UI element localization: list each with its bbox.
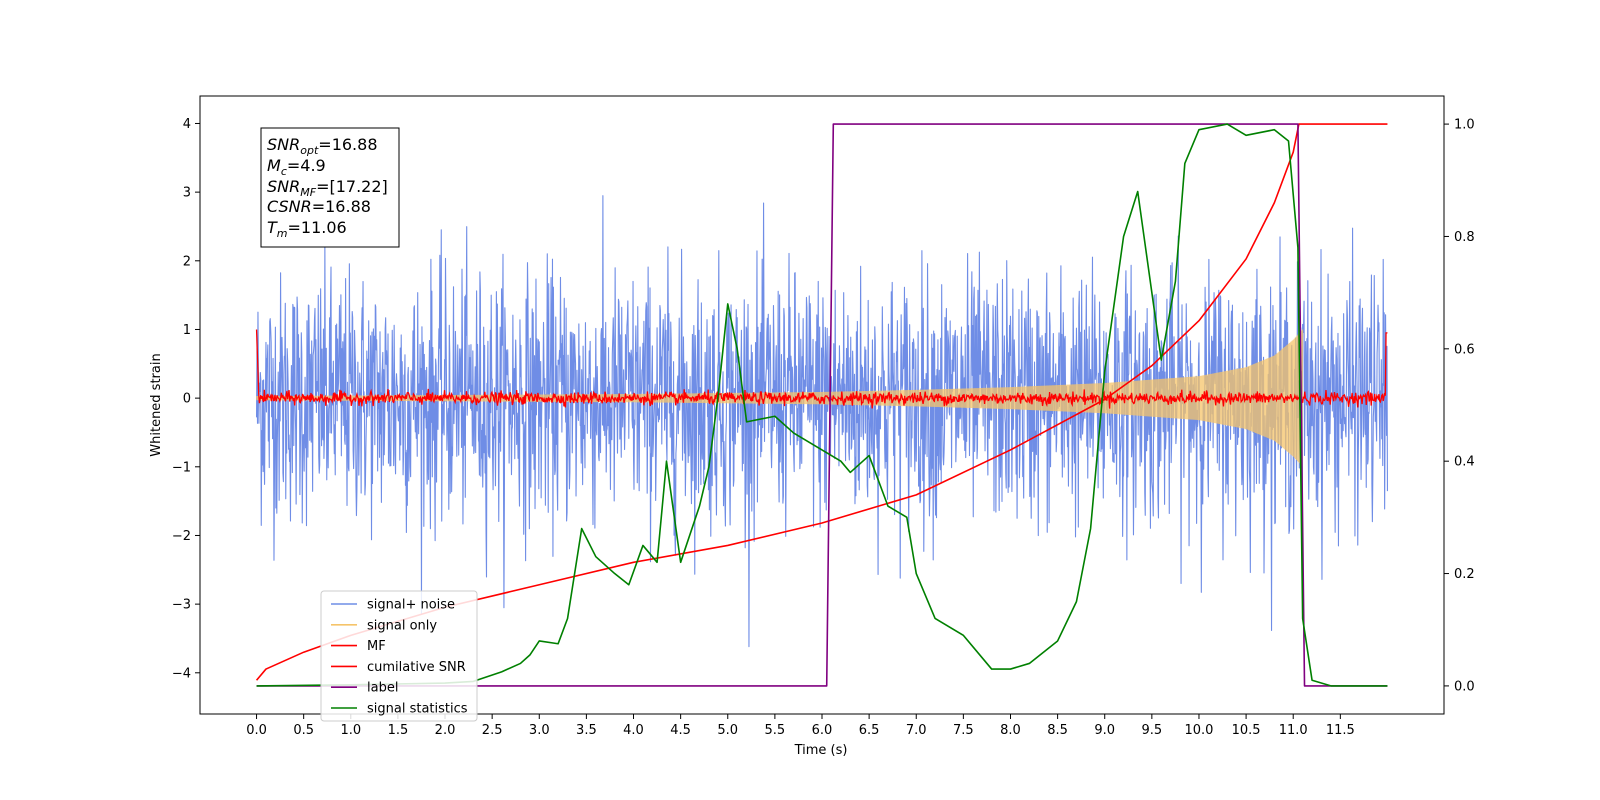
y-tick-label: −1 [172,460,191,475]
x-tick-label: 9.0 [1094,723,1115,738]
legend-entry-cumilative-snr: cumilative SNR [331,660,466,675]
y-axis-left: 4 3 2 1 0 −1 −2 −3 −4 [172,117,200,681]
x-tick-label: 11.0 [1279,723,1308,738]
y2-tick-label: 1.0 [1454,118,1475,133]
x-tick-label: 5.0 [717,723,738,738]
x-tick-label: 4.0 [623,723,644,738]
x-tick-label: 2.0 [435,723,456,738]
annotation-csnr: CSNR=16.88 [267,197,371,216]
y-tick-label: −2 [172,529,191,544]
legend-entry-label: label [331,681,398,696]
x-tick-label: 5.5 [765,723,786,738]
legend-label: cumilative SNR [367,660,466,675]
x-axis-label: Time (s) [794,743,848,758]
x-tick-label: 8.5 [1047,723,1068,738]
x-tick-label: 1.0 [340,723,361,738]
y-tick-label: −3 [172,598,191,613]
y-tick-label: 1 [183,323,191,338]
legend-entry-signal-only: signal only [331,618,437,633]
series-signal-noise-line [256,195,1388,648]
x-tick-label: 2.5 [482,723,503,738]
y-tick-label: −4 [172,666,191,681]
y-tick-label: 3 [183,186,191,201]
legend-label: MF [367,639,386,654]
x-tick-label: 8.0 [1000,723,1021,738]
annotation-box: SNRopt=16.88 Mc=4.9 SNRMF=[17.22] CSNR=1… [260,127,400,248]
x-tick-label: 10.5 [1232,723,1261,738]
y2-tick-label: 0.6 [1454,342,1475,357]
x-tick-label: 7.5 [953,723,974,738]
x-tick-label: 3.5 [576,723,597,738]
y-tick-label: 0 [183,392,191,407]
legend-frame [320,590,478,722]
y2-tick-label: 0.0 [1454,679,1475,694]
x-tick-label: 6.0 [812,723,833,738]
x-tick-label: 0.0 [246,723,267,738]
legend-label: signal+ noise [367,598,455,613]
x-axis: 0.0 0.5 1.0 1.5 2.0 2.5 3.0 3.5 4.0 4.5 5.0 5.5 6.0 6… [246,714,1355,738]
x-tick-label: 6.5 [859,723,880,738]
series-label-line [256,123,1388,687]
x-tick-label: 9.5 [1142,723,1163,738]
x-tick-label: 11.5 [1326,723,1355,738]
x-tick-label: 4.5 [670,723,691,738]
y-tick-label: 4 [183,117,191,132]
annotation-tm: Tm=11.06 [267,218,347,240]
legend-entry-signal-statistics: signal statistics [331,702,468,717]
annotation-snr-mf: SNRMF=[17.22] [267,177,388,199]
x-tick-label: 10.0 [1184,723,1213,738]
annotation-snr-opt: SNRopt=16.88 [267,135,378,157]
legend-label: signal only [367,618,437,633]
series-mf-line [255,329,1388,409]
y2-tick-label: 0.2 [1454,567,1475,582]
x-tick-label: 0.5 [293,723,314,738]
legend-entry-mf: MF [331,639,386,654]
legend-items: signal+ noise signal only MF cumilative SNR… [331,598,468,717]
series-signal-statistics-line [256,123,1388,687]
annotation-mc: Mc=4.9 [267,156,326,178]
legend-label: signal statistics [367,702,468,717]
x-tick-label: 7.0 [906,723,927,738]
legend-label: label [367,681,398,696]
annotation-frame [260,127,400,248]
x-tick-label: 1.5 [388,723,409,738]
y-axis-right: 1.0 0.8 0.6 0.4 0.2 0.0 [1444,118,1475,694]
y2-tick-label: 0.8 [1454,230,1475,245]
y-axis-label: Whitened strain [149,353,164,456]
y-tick-label: 2 [183,254,191,269]
x-tick-label: 3.0 [529,723,550,738]
legend-entry-signal-noise: signal+ noise [331,598,455,613]
legend: signal+ noise signal only MF cumilative SNR… [320,590,478,722]
y2-tick-label: 0.4 [1454,455,1475,470]
